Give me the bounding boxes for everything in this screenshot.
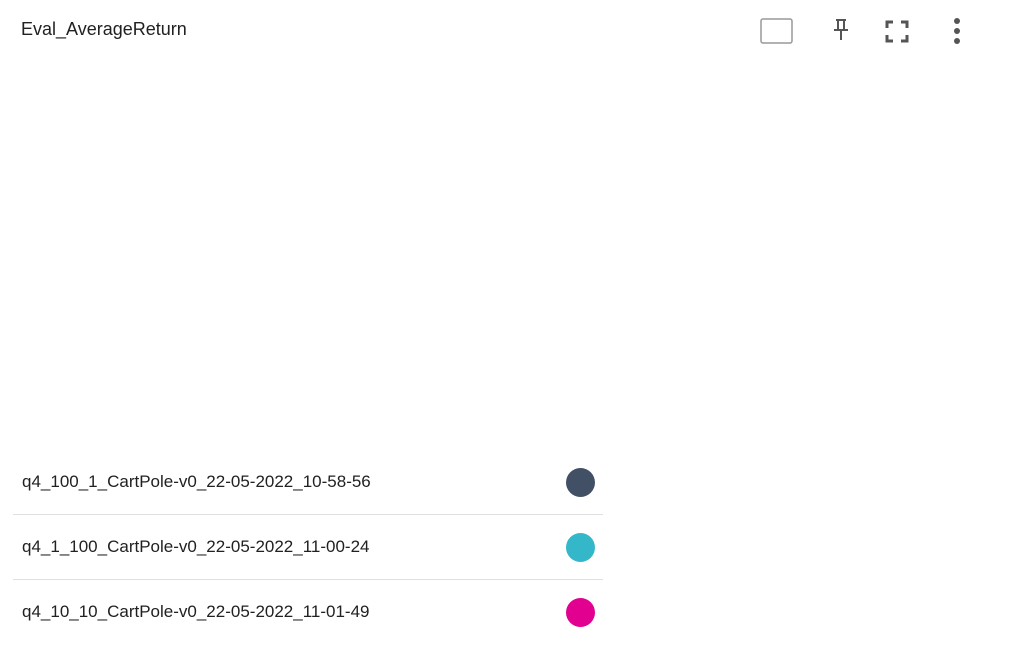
legend-entry[interactable]: q4_100_1_CartPole-v0_22-05-2022_10-58-56 xyxy=(13,450,603,515)
chart-title: Eval_AverageReturn xyxy=(21,19,187,39)
expand-icon[interactable] xyxy=(885,20,909,43)
legend-swatch xyxy=(566,467,595,497)
fit-icon[interactable] xyxy=(760,18,793,44)
legend-label: q4_1_100_CartPole-v0_22-05-2022_11-00-24 xyxy=(22,537,370,556)
legend-label: q4_100_1_CartPole-v0_22-05-2022_10-58-56 xyxy=(22,472,371,491)
menu-icon[interactable] xyxy=(954,18,960,44)
pin-icon[interactable] xyxy=(834,19,848,40)
legend-label: q4_10_10_CartPole-v0_22-05-2022_11-01-49 xyxy=(22,602,370,621)
legend: q4_100_1_CartPole-v0_22-05-2022_10-58-56… xyxy=(13,450,603,644)
legend-swatch xyxy=(566,532,595,562)
toolbar[interactable] xyxy=(760,18,960,44)
legend-entry[interactable]: q4_10_10_CartPole-v0_22-05-2022_11-01-49 xyxy=(13,580,603,644)
legend-entry[interactable]: q4_1_100_CartPole-v0_22-05-2022_11-00-24 xyxy=(13,515,603,580)
chart xyxy=(760,18,960,44)
legend-swatch xyxy=(566,597,595,627)
